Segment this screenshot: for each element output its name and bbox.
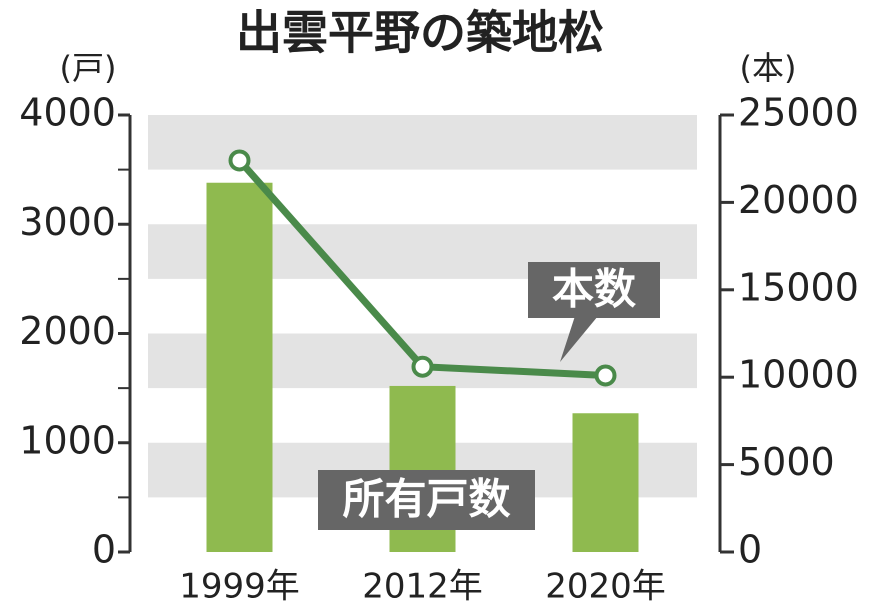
y-tick-label: 0 bbox=[92, 528, 116, 572]
line-point bbox=[594, 364, 617, 387]
y2-axis-label: (本) bbox=[740, 49, 797, 87]
chart-title: 出雲平野の築地松 bbox=[236, 6, 604, 60]
series-label: 本数 bbox=[552, 265, 636, 314]
line-point bbox=[228, 149, 251, 172]
series-label-box bbox=[528, 262, 660, 318]
y2-tick-label: 0 bbox=[738, 528, 762, 572]
y2-tick-label: 20000 bbox=[738, 178, 859, 222]
bar bbox=[206, 182, 273, 553]
x-tick-label: 2020年 bbox=[545, 567, 666, 607]
x-tick-label: 2012年 bbox=[362, 567, 483, 607]
y2-tick-label: 5000 bbox=[738, 440, 835, 484]
y-tick-label: 4000 bbox=[19, 91, 116, 135]
y-tick-label: 3000 bbox=[19, 200, 116, 244]
y2-tick-label: 15000 bbox=[738, 265, 859, 309]
series-label-box bbox=[318, 470, 535, 530]
y-axis-label: (戸) bbox=[60, 49, 117, 87]
bar bbox=[572, 413, 639, 552]
y2-tick-label: 10000 bbox=[738, 353, 859, 397]
y2-tick-label: 25000 bbox=[738, 91, 859, 135]
line-point bbox=[411, 355, 434, 378]
label-pointer bbox=[560, 316, 598, 362]
x-tick-label: 1999年 bbox=[179, 567, 300, 607]
series-label: 所有戸数 bbox=[342, 475, 510, 524]
y-tick-label: 1000 bbox=[19, 418, 116, 462]
y-tick-label: 2000 bbox=[19, 309, 116, 353]
